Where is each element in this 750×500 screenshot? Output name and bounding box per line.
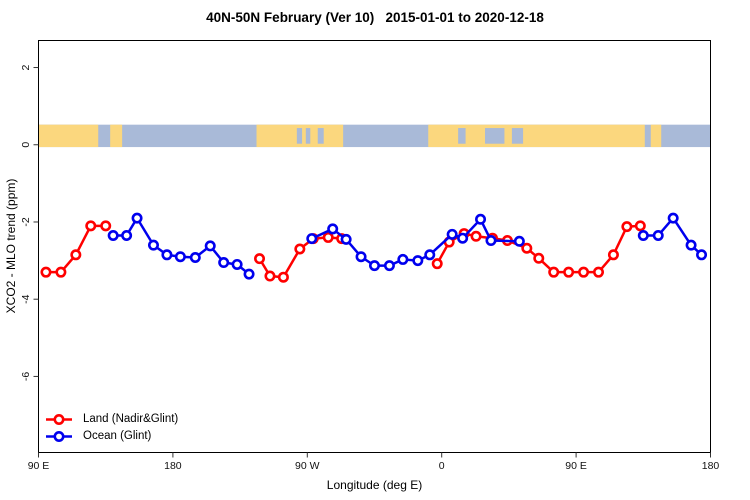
plot-area: 90 E 180 90 W 0 90 E 180 2 0 -2 -4 -6 bbox=[20, 40, 720, 472]
ocean-series-point bbox=[121, 229, 133, 241]
ocean-series-point bbox=[340, 233, 352, 245]
map-strip-water bbox=[305, 128, 311, 144]
map-strip-water bbox=[458, 128, 466, 144]
x-tick-label: 90 W bbox=[295, 460, 320, 472]
map-strip-land bbox=[650, 124, 662, 148]
ocean-series-point bbox=[231, 258, 243, 270]
map-strip-water bbox=[296, 128, 303, 144]
map-strip-land bbox=[38, 124, 99, 148]
x-tick-label: 180 bbox=[164, 460, 182, 472]
land-series-point bbox=[55, 266, 67, 278]
ocean-series-point bbox=[513, 235, 525, 247]
map-strip-land bbox=[428, 124, 645, 148]
ocean-series-point bbox=[637, 229, 649, 241]
map-strip-water bbox=[511, 128, 524, 144]
ocean-series-point bbox=[424, 249, 436, 261]
land-series-point bbox=[264, 270, 276, 282]
land-series-point bbox=[563, 266, 575, 278]
land-series-point bbox=[521, 242, 533, 254]
ocean-series-point bbox=[131, 212, 143, 224]
y-tick-label: 2 bbox=[20, 64, 32, 70]
ocean-series-marker-icon bbox=[46, 431, 72, 442]
land-series-point bbox=[85, 220, 97, 232]
ocean-series-point bbox=[485, 235, 497, 247]
y-tick-label: -6 bbox=[20, 372, 32, 381]
land-series-line bbox=[45, 224, 106, 274]
land-series-point bbox=[607, 249, 619, 261]
land-series-point bbox=[470, 230, 482, 242]
land-series-point bbox=[431, 258, 443, 270]
land-series-point bbox=[621, 221, 633, 233]
ocean-series-point bbox=[446, 228, 458, 240]
land-series-marker-icon bbox=[46, 414, 72, 425]
ocean-series-point bbox=[667, 212, 679, 224]
land-series-point bbox=[634, 220, 646, 232]
ocean-series-point bbox=[147, 239, 159, 251]
land-series-point bbox=[578, 266, 590, 278]
land-series-point bbox=[322, 231, 334, 243]
ocean-series-point bbox=[383, 260, 395, 272]
x-tick-label: 180 bbox=[702, 460, 720, 472]
ocean-series-point bbox=[475, 213, 487, 225]
ocean-series-point bbox=[412, 255, 424, 267]
legend-item-land: Land (Nadir&Glint) bbox=[44, 412, 178, 427]
x-tick-label: 90 E bbox=[565, 460, 587, 472]
legend: Land (Nadir&Glint) Ocean (Glint) bbox=[44, 412, 178, 444]
map-strip-land bbox=[110, 124, 123, 148]
legend-item-ocean: Ocean (Glint) bbox=[44, 429, 178, 444]
land-series-point bbox=[40, 266, 52, 278]
ocean-series-point bbox=[306, 233, 318, 245]
ocean-series-point bbox=[368, 260, 380, 272]
land-series-point bbox=[254, 253, 266, 265]
land-series-point bbox=[70, 249, 82, 261]
legend-label-land: Land (Nadir&Glint) bbox=[83, 413, 179, 425]
map-strip-water bbox=[485, 128, 505, 144]
ocean-series-point bbox=[397, 253, 409, 265]
x-tick-label: 0 bbox=[439, 460, 445, 472]
ocean-series-point bbox=[161, 249, 173, 261]
ocean-series-line bbox=[113, 216, 250, 276]
map-strip-water bbox=[317, 128, 324, 144]
ocean-series-point bbox=[355, 251, 367, 263]
x-axis-title: Longitude (deg E) bbox=[327, 478, 422, 492]
ocean-series-point bbox=[696, 249, 708, 261]
land-series-point bbox=[592, 266, 604, 278]
x-tick-label: 90 E bbox=[28, 460, 50, 472]
land-series-point bbox=[100, 220, 112, 232]
chart-title: 40N-50N February (Ver 10) 2015-01-01 to … bbox=[206, 10, 544, 25]
ocean-series-point bbox=[652, 229, 664, 241]
plot-box bbox=[38, 40, 711, 453]
ocean-series-point bbox=[174, 251, 186, 263]
ocean-series-point bbox=[685, 239, 697, 251]
ocean-series-point bbox=[243, 268, 255, 280]
y-tick-label: 0 bbox=[20, 142, 32, 148]
ocean-series-point bbox=[327, 223, 339, 235]
legend-label-ocean: Ocean (Glint) bbox=[83, 430, 152, 442]
ocean-series-point bbox=[204, 240, 216, 252]
y-tick-label: -2 bbox=[20, 217, 32, 226]
y-tick-label: -4 bbox=[20, 294, 32, 303]
ocean-series-point bbox=[189, 252, 201, 264]
land-series-point bbox=[533, 252, 545, 264]
land-series-point bbox=[294, 243, 306, 255]
land-series-point bbox=[548, 266, 560, 278]
ocean-series-point bbox=[107, 229, 119, 241]
ocean-series-point bbox=[457, 232, 469, 244]
y-axis-title: XCO2 - MLO trend (ppm) bbox=[4, 179, 18, 314]
land-series-point bbox=[277, 271, 289, 283]
ocean-series-point bbox=[218, 257, 230, 269]
